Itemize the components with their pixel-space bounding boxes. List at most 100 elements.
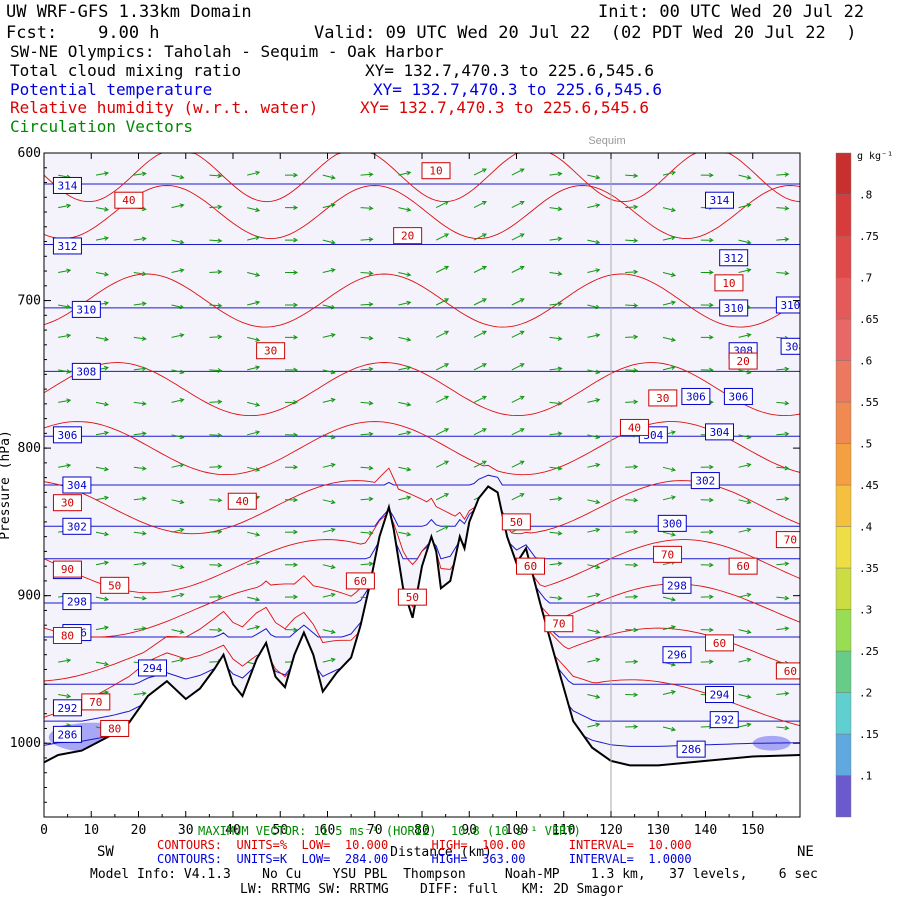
colorbar-tick-label: .7	[859, 272, 872, 285]
circulation-vector	[322, 499, 336, 505]
circulation-vector	[284, 627, 299, 633]
theta-contour-label: 298	[62, 593, 92, 611]
rh-contour-line	[44, 421, 800, 476]
rh-contour-label: 60	[728, 557, 758, 575]
circulation-vector	[133, 366, 147, 372]
circulation-vector	[209, 303, 223, 308]
rh-contour-line	[44, 511, 800, 594]
circulation-vector	[95, 560, 110, 566]
x-tick-label: 120	[599, 823, 622, 838]
colorbar-tick-label: .8	[859, 189, 872, 202]
circulation-vector	[511, 363, 525, 371]
x-tick-label: 20	[131, 823, 147, 838]
circulation-vector	[247, 365, 261, 371]
colorbar-swatch	[835, 650, 852, 693]
rh-contour-line	[44, 273, 800, 328]
circulation-vector	[58, 658, 72, 663]
circulation-vector	[473, 201, 487, 209]
rh-contour-label: 50	[501, 513, 531, 531]
circulation-vector	[587, 527, 601, 533]
svg-text:294: 294	[710, 689, 730, 702]
x-tick-label: 150	[741, 823, 764, 838]
circulation-vector	[625, 692, 639, 698]
circulation-vector	[587, 592, 601, 598]
circulation-vector	[95, 271, 110, 277]
y-axis-label: Pressure (hPa)	[0, 430, 13, 540]
circulation-vector	[587, 462, 601, 468]
colorbar-unit-label: g kg⁻¹	[857, 151, 893, 162]
colorbar-tick-label: .25	[859, 645, 879, 658]
circulation-vector	[662, 596, 677, 602]
circulation-vector	[209, 238, 223, 244]
rh-contour-label: 60	[705, 634, 734, 652]
circulation-vector	[360, 465, 374, 471]
circulation-vector	[549, 465, 563, 471]
circulation-vector	[171, 203, 185, 209]
svg-text:292: 292	[58, 702, 78, 715]
circulation-vector	[171, 592, 185, 598]
circulation-vector	[95, 171, 110, 176]
circulation-vector	[700, 529, 714, 535]
circulation-vector	[587, 239, 601, 245]
circulation-vector	[398, 207, 412, 212]
circulation-vector	[360, 400, 374, 406]
circulation-vector	[625, 627, 639, 633]
colorbar-tick-label: .45	[859, 479, 879, 492]
circulation-vector	[473, 363, 487, 371]
field-theta-xy: XY= 132.7,470.3 to 225.6,545.6	[373, 80, 662, 99]
svg-text:70: 70	[552, 618, 565, 631]
rh-contour-label: 50	[397, 588, 427, 606]
svg-text:314: 314	[710, 194, 730, 207]
circulation-vector	[776, 237, 790, 242]
theta-contour-label: 292	[52, 699, 82, 717]
x-tick-label: 0	[40, 823, 48, 838]
circulation-vector	[549, 336, 563, 341]
circulation-vector	[662, 336, 677, 342]
theta-contour-label: 302	[62, 517, 92, 535]
circulation-vector	[284, 529, 299, 535]
circulation-vector	[285, 270, 299, 275]
circulation-vector	[435, 330, 450, 338]
circulation-vector	[587, 333, 601, 338]
circulation-vector	[398, 272, 412, 277]
theta-contour-label: 304	[705, 423, 734, 441]
svg-text:294: 294	[143, 662, 163, 675]
rh-contour-label: 70	[81, 693, 111, 711]
circulation-vector	[171, 499, 185, 505]
theta-contour-label: 298	[662, 576, 692, 594]
rh-contour-label: 30	[52, 494, 82, 512]
circulation-vector	[738, 268, 752, 273]
circulation-vector	[549, 561, 563, 567]
circulation-vector	[700, 464, 714, 470]
circulation-vector	[625, 724, 639, 730]
circulation-vector	[322, 239, 336, 245]
rh-contour-line	[44, 467, 800, 535]
circulation-vector	[58, 463, 72, 468]
forecast-hour: Fcst: 9.00 h	[6, 23, 160, 43]
svg-text:80: 80	[61, 630, 74, 643]
circulation-vector	[738, 592, 752, 598]
circulation-vector	[625, 269, 639, 275]
rh-contour-label: 60	[775, 662, 800, 680]
circulation-vector	[587, 657, 601, 663]
circulation-vector	[511, 493, 525, 501]
svg-text:304: 304	[67, 479, 87, 492]
circulation-vector	[549, 301, 563, 307]
circulation-vector	[284, 399, 299, 405]
max-vector-note: MAXIMUM VECTOR: 11.5 ms⁻¹ (HORIZ) 10.8 (…	[198, 824, 581, 838]
circulation-vector	[700, 302, 714, 308]
circulation-vector	[776, 691, 790, 696]
theta-contour-label: 286	[676, 740, 706, 758]
circulation-vector	[209, 368, 223, 373]
circulation-vector	[700, 334, 714, 340]
circulation-vector	[247, 272, 261, 277]
field-cloud-name: Total cloud mixing ratio	[10, 61, 242, 80]
circulation-vector	[284, 562, 299, 568]
svg-text:308: 308	[76, 365, 96, 378]
circulation-vector	[209, 464, 223, 470]
location-label: Sequim	[588, 135, 625, 147]
circulation-vector	[209, 173, 223, 179]
circulation-vector	[587, 398, 601, 403]
circulation-vector	[587, 722, 601, 728]
circulation-vector	[247, 560, 261, 566]
